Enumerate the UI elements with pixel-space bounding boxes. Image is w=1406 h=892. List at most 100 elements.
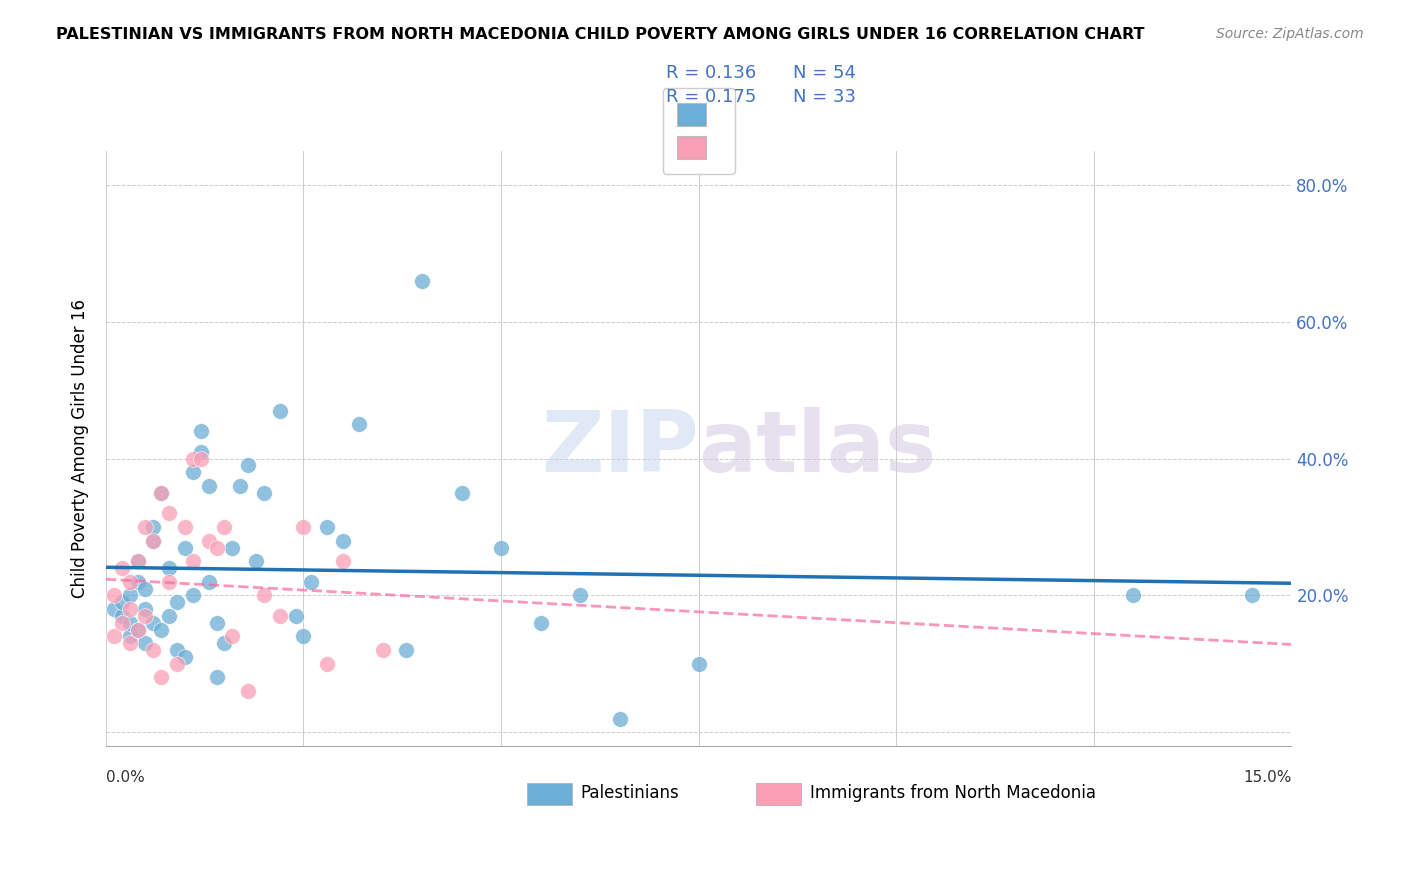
Text: N = 33: N = 33 [793,88,856,106]
Point [166,643,188,657]
Point [197,574,219,589]
Point [1122,588,1144,602]
Text: atlas: atlas [699,407,936,490]
Point [395,643,418,657]
Point [166,657,188,671]
Text: N = 54: N = 54 [793,64,856,82]
Point [127,623,149,637]
Point [134,636,156,650]
Point [411,274,433,288]
Point [134,608,156,623]
Point [134,520,156,534]
Point [103,588,125,602]
Point [489,541,512,555]
Point [450,485,472,500]
Point [347,417,370,432]
Point [253,588,276,602]
Point [238,684,260,698]
Point [142,520,165,534]
Point [332,533,354,548]
Point [157,506,180,520]
Point [142,533,165,548]
Point [530,615,553,630]
Point [111,595,134,609]
Text: R = 0.136: R = 0.136 [666,64,756,82]
Point [118,615,141,630]
Point [205,615,228,630]
Point [205,541,228,555]
Point [292,630,315,644]
Point [332,554,354,568]
Point [214,520,236,534]
Point [245,554,267,568]
Point [142,643,165,657]
Point [150,485,173,500]
Point [205,671,228,685]
Point [181,588,204,602]
Legend: , : , [662,88,735,174]
Point [118,602,141,616]
Point [269,403,291,417]
Point [111,615,134,630]
Point [118,630,141,644]
Point [127,623,149,637]
Y-axis label: Child Poverty Among Girls Under 16: Child Poverty Among Girls Under 16 [72,299,89,598]
Point [609,712,631,726]
Point [269,608,291,623]
Point [181,465,204,479]
Point [111,608,134,623]
Point [190,424,212,438]
Point [190,451,212,466]
Point [150,485,173,500]
Point [253,485,276,500]
Point [316,657,339,671]
Text: 15.0%: 15.0% [1243,770,1292,785]
Point [142,533,165,548]
Point [316,520,339,534]
Point [229,479,252,493]
Point [150,671,173,685]
Text: PALESTINIAN VS IMMIGRANTS FROM NORTH MACEDONIA CHILD POVERTY AMONG GIRLS UNDER 1: PALESTINIAN VS IMMIGRANTS FROM NORTH MAC… [56,27,1144,42]
Point [127,554,149,568]
Point [197,479,219,493]
Text: R = 0.175: R = 0.175 [666,88,756,106]
Text: 0.0%: 0.0% [105,770,145,785]
Point [103,602,125,616]
Point [103,630,125,644]
Point [221,630,243,644]
Point [292,520,315,534]
Point [134,602,156,616]
Point [299,574,322,589]
Point [127,574,149,589]
Point [157,561,180,575]
FancyBboxPatch shape [755,783,800,805]
Point [127,554,149,568]
Point [688,657,710,671]
Point [197,533,219,548]
Point [371,643,394,657]
Point [157,608,180,623]
Point [1240,588,1263,602]
Point [118,574,141,589]
Point [284,608,307,623]
Point [238,458,260,473]
Point [157,574,180,589]
Point [134,582,156,596]
Point [221,541,243,555]
Point [118,588,141,602]
Point [214,636,236,650]
Point [181,554,204,568]
Text: ZIP: ZIP [541,407,699,490]
Point [190,444,212,458]
Text: Palestinians: Palestinians [581,784,679,803]
Point [569,588,592,602]
Point [166,595,188,609]
Point [142,615,165,630]
Text: Source: ZipAtlas.com: Source: ZipAtlas.com [1216,27,1364,41]
Text: Immigrants from North Macedonia: Immigrants from North Macedonia [810,784,1097,803]
Point [174,650,197,665]
Point [174,541,197,555]
Point [118,636,141,650]
Point [181,451,204,466]
FancyBboxPatch shape [527,783,572,805]
